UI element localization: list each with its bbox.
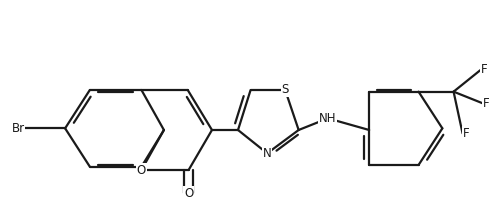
Text: F: F <box>483 97 490 110</box>
Text: F: F <box>462 127 469 140</box>
Text: N: N <box>263 147 272 160</box>
Text: O: O <box>137 163 146 177</box>
Text: S: S <box>282 83 289 97</box>
Text: NH: NH <box>319 112 336 125</box>
Text: F: F <box>481 64 487 76</box>
Text: O: O <box>184 187 193 200</box>
Text: Br: Br <box>11 122 25 135</box>
